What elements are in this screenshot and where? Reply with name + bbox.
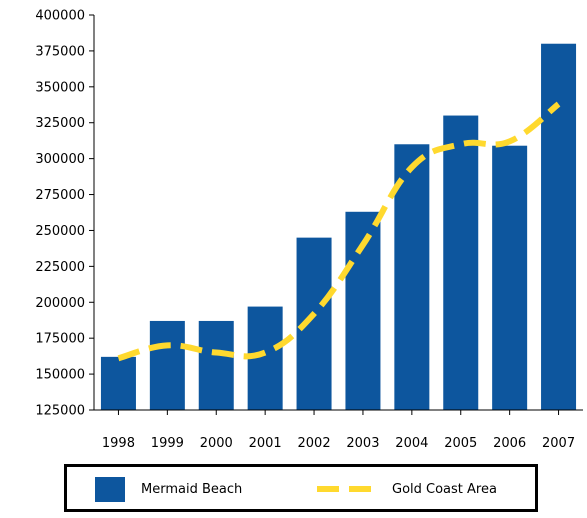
series-line-gold-coast-area: [117, 101, 561, 362]
y-tick-label-275000: 275000: [35, 188, 85, 203]
x-tick-label-2004: 2004: [395, 436, 428, 451]
y-tick-label-200000: 200000: [35, 296, 85, 311]
legend: Mermaid Beach Gold Coast Area: [64, 464, 538, 512]
line-series-gold-coast-area: [117, 101, 561, 362]
x-tick-label-2003: 2003: [346, 436, 379, 451]
y-tick-label-250000: 250000: [35, 224, 85, 239]
x-tick-label-1998: 1998: [102, 436, 135, 451]
y-tick-label-350000: 350000: [35, 80, 85, 95]
x-tick-label-2006: 2006: [493, 436, 526, 451]
x-tick-label-1999: 1999: [151, 436, 184, 451]
y-tick-label-150000: 150000: [35, 368, 85, 383]
x-tick-label-2005: 2005: [444, 436, 477, 451]
bar-2005: [443, 115, 479, 410]
bar-1998: [100, 356, 136, 410]
y-tick-label-375000: 375000: [35, 44, 85, 59]
legend-label-mermaid-beach: Mermaid Beach: [141, 482, 243, 497]
y-tick-label-325000: 325000: [35, 116, 85, 131]
y-tick-label-225000: 225000: [35, 260, 85, 275]
x-tick-label-2002: 2002: [298, 436, 331, 451]
y-tick-label-400000: 400000: [35, 9, 85, 24]
y-tick-label-300000: 300000: [35, 152, 85, 167]
x-tick-label-2001: 2001: [249, 436, 282, 451]
y-tick-label-175000: 175000: [35, 332, 85, 347]
legend-label-gold-coast-area: Gold Coast Area: [392, 482, 497, 497]
bar-2004: [394, 144, 430, 411]
legend-swatch-mermaid-beach: [95, 477, 125, 502]
x-axis: 1998 1999 2000 2001 2002 2003 2004 2005 2006 2007: [94, 409, 583, 451]
bar-series-mermaid-beach: [100, 43, 577, 411]
bar-2000: [198, 320, 234, 410]
y-tick-label-125000: 125000: [35, 404, 85, 419]
x-tick-label-2000: 2000: [200, 436, 233, 451]
x-tick-label-2007: 2007: [542, 436, 575, 451]
bar-2007: [541, 43, 577, 411]
y-axis: 125000 150000 175000 200000 225000 250000 2750…: [35, 9, 95, 419]
bar-2006: [492, 145, 528, 410]
legend-swatch-gold-coast-area: [317, 486, 377, 492]
bar-1999: [149, 320, 185, 410]
